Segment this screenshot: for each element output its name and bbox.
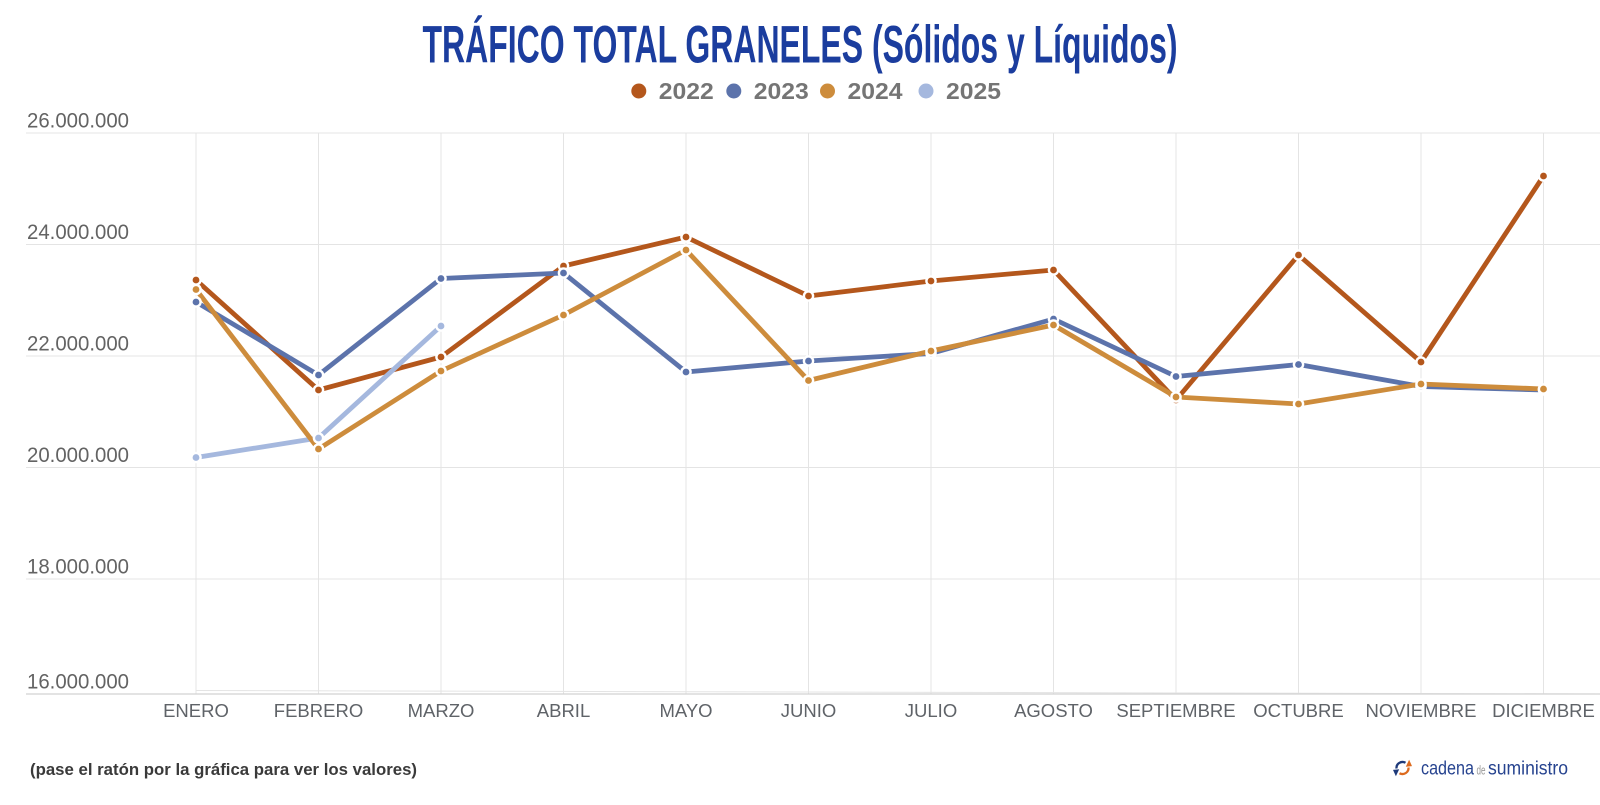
svg-text:2023: 2023: [754, 78, 809, 104]
svg-text:ABRIL: ABRIL: [537, 700, 590, 721]
svg-text:16.000.000: 16.000.000: [27, 671, 129, 694]
svg-text:TRÁFICO TOTAL GRANELES (Sólido: TRÁFICO TOTAL GRANELES (Sólidos y Líquid…: [423, 15, 1178, 75]
svg-text:MARZO: MARZO: [408, 700, 475, 721]
svg-text:JULIO: JULIO: [905, 700, 957, 721]
svg-text:suministro: suministro: [1488, 758, 1568, 780]
svg-text:2025: 2025: [946, 78, 1001, 104]
svg-text:24.000.000: 24.000.000: [27, 221, 129, 244]
svg-text:AGOSTO: AGOSTO: [1014, 700, 1093, 721]
svg-text:SEPTIEMBRE: SEPTIEMBRE: [1116, 700, 1235, 721]
svg-text:DICIEMBRE: DICIEMBRE: [1492, 700, 1595, 721]
svg-text:FEBRERO: FEBRERO: [274, 700, 363, 721]
svg-text:(pase el ratón por la gráfica: (pase el ratón por la gráfica para ver l…: [30, 760, 417, 779]
svg-text:18.000.000: 18.000.000: [27, 556, 129, 579]
svg-text:2024: 2024: [848, 78, 903, 104]
svg-text:de: de: [1477, 764, 1486, 778]
svg-text:MAYO: MAYO: [659, 700, 712, 721]
svg-text:22.000.000: 22.000.000: [27, 333, 129, 356]
svg-text:OCTUBRE: OCTUBRE: [1253, 700, 1343, 721]
svg-text:cadena: cadena: [1421, 758, 1474, 780]
svg-text:2022: 2022: [659, 78, 714, 104]
svg-text:ENERO: ENERO: [163, 700, 229, 721]
svg-text:JUNIO: JUNIO: [781, 700, 837, 721]
svg-text:26.000.000: 26.000.000: [27, 110, 129, 133]
svg-text:NOVIEMBRE: NOVIEMBRE: [1365, 700, 1476, 721]
svg-text:20.000.000: 20.000.000: [27, 444, 129, 467]
